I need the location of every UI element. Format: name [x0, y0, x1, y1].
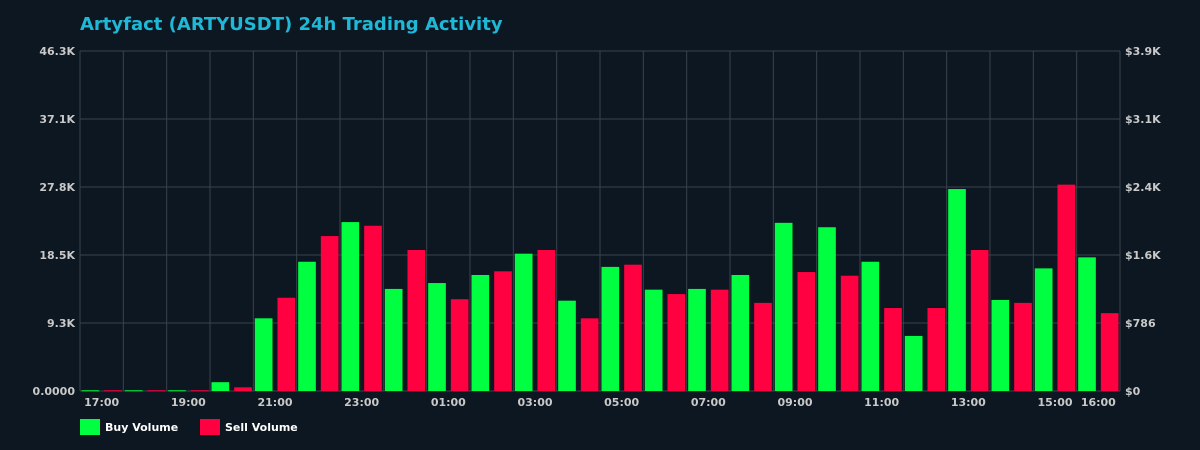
- x-tick-label: 09:00: [777, 396, 812, 409]
- buy-volume-bar: [558, 300, 576, 391]
- sell-volume-bar: [537, 250, 556, 391]
- chart-title: Artyfact (ARTYUSDT) 24h Trading Activity: [80, 14, 503, 35]
- buy-volume-bar: [601, 266, 620, 391]
- sell-volume-bar: [1100, 313, 1119, 391]
- buy-volume-bar: [124, 390, 143, 392]
- buy-volume-bar: [861, 261, 880, 391]
- buy-volume-bar: [384, 288, 403, 391]
- sell-volume-bar: [970, 250, 989, 391]
- legend-swatch-buy: [80, 419, 100, 435]
- sell-volume-bar: [927, 308, 946, 391]
- sell-volume-bar: [667, 294, 686, 391]
- x-tick-label: 16:00: [1081, 396, 1116, 409]
- sell-volume-bar: [1014, 302, 1032, 391]
- x-tick-label: 23:00: [344, 396, 379, 409]
- y-tick-label-left: 46.3K: [39, 45, 75, 58]
- buy-volume-bar: [471, 274, 490, 391]
- y-tick-label-right: $3.1K: [1125, 113, 1161, 126]
- sell-volume-bar: [450, 299, 469, 391]
- y-tick-label-left: 37.1K: [39, 113, 75, 126]
- legend-label-sell: Sell Volume: [225, 420, 298, 434]
- sell-volume-bar: [624, 264, 642, 391]
- sell-volume-bar: [754, 302, 772, 391]
- x-tick-label: 03:00: [517, 396, 552, 409]
- y-tick-label-right: $3.9K: [1125, 45, 1161, 58]
- sell-volume-bar: [580, 318, 599, 391]
- sell-volume-bar: [884, 308, 902, 391]
- legend-label-buy: Buy Volume: [105, 420, 179, 434]
- buy-volume-bar: [254, 318, 273, 391]
- buy-volume-bar: [428, 283, 446, 391]
- buy-volume-bar: [948, 189, 966, 391]
- buy-volume-bar: [644, 289, 663, 391]
- sell-volume-bar: [320, 236, 339, 391]
- buy-volume-bar: [774, 222, 793, 391]
- buy-volume-bar: [688, 288, 706, 391]
- buy-volume-bar: [818, 227, 836, 391]
- sell-volume-bar: [277, 297, 296, 391]
- sell-volume-bar: [710, 289, 729, 391]
- x-tick-label: 21:00: [257, 396, 292, 409]
- sell-volume-bar: [190, 390, 209, 392]
- x-tick-label: 07:00: [691, 396, 726, 409]
- buy-volume-bar: [904, 335, 923, 391]
- x-tick-label: 19:00: [171, 396, 206, 409]
- x-tick-label: 05:00: [604, 396, 639, 409]
- sell-volume-bar: [407, 250, 426, 391]
- x-tick-label: 11:00: [864, 396, 899, 409]
- buy-volume-bar: [168, 390, 186, 392]
- x-tick-label: 15:00: [1037, 396, 1072, 409]
- y-tick-label-left: 0.0000: [33, 385, 76, 398]
- y-tick-label-right: $786: [1125, 317, 1156, 330]
- y-tick-label-left: 9.3K: [47, 317, 75, 330]
- legend-item-sell: Sell Volume: [200, 419, 298, 435]
- buy-volume-bar: [211, 382, 230, 391]
- sell-volume-bar: [147, 390, 166, 392]
- y-tick-label-right: $0: [1125, 385, 1141, 398]
- legend-swatch-sell: [200, 419, 220, 435]
- y-tick-label-left: 18.5K: [39, 249, 75, 262]
- sell-volume-bar: [494, 271, 512, 391]
- buy-volume-bar: [1034, 268, 1053, 391]
- y-tick-label-right: $1.6K: [1125, 249, 1161, 262]
- buy-volume-bar: [81, 390, 100, 392]
- y-tick-label-left: 27.8K: [39, 181, 75, 194]
- x-tick-label: 17:00: [84, 396, 119, 409]
- buy-volume-bar: [1078, 257, 1096, 391]
- x-tick-label: 01:00: [431, 396, 466, 409]
- sell-volume-bar: [1057, 184, 1076, 391]
- sell-volume-bar: [104, 390, 122, 392]
- legend-item-buy: Buy Volume: [80, 419, 178, 435]
- y-tick-label-right: $2.4K: [1125, 181, 1161, 194]
- sell-volume-bar: [234, 387, 252, 391]
- x-tick-label: 13:00: [951, 396, 986, 409]
- buy-volume-bar: [298, 261, 316, 391]
- sell-volume-bar: [840, 275, 859, 391]
- buy-volume-bar: [731, 274, 750, 391]
- buy-volume-bar: [991, 299, 1010, 391]
- buy-volume-bar: [341, 222, 360, 391]
- sell-volume-bar: [797, 272, 816, 391]
- sell-volume-bar: [364, 225, 382, 391]
- buy-volume-bar: [514, 253, 533, 391]
